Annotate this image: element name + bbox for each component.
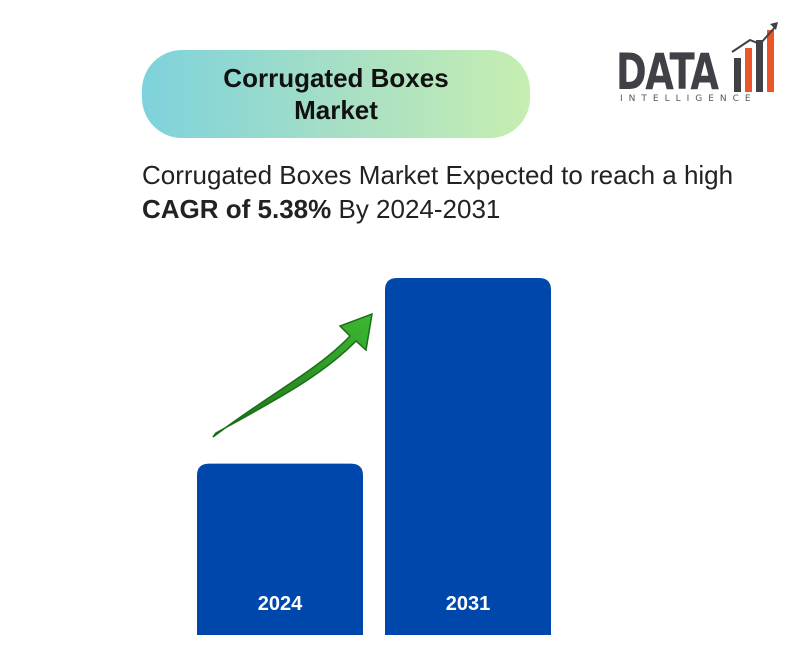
subtitle: Corrugated Boxes Market Expected to reac… xyxy=(142,158,742,226)
bar-2031 xyxy=(385,278,551,635)
cagr-highlight: CAGR of 5.38% xyxy=(142,194,332,224)
title-banner: Corrugated Boxes Market xyxy=(142,50,530,138)
logo-tagline: INTELLIGENCE xyxy=(620,94,757,104)
page-title: Corrugated Boxes Market xyxy=(223,63,449,125)
logo-wordmark: DATA xyxy=(616,43,719,101)
bar-label-2031: 2031 xyxy=(446,593,491,615)
growth-arrow-icon xyxy=(212,312,373,438)
subtitle-suffix: By 2024-2031 xyxy=(331,194,501,224)
logo-bars-icon xyxy=(731,22,778,92)
brand-logo: DATA INTELLIGENCE xyxy=(612,18,782,110)
bar-label-2024: 2024 xyxy=(258,593,303,615)
bar-2024 xyxy=(197,463,363,635)
subtitle-prefix: Corrugated Boxes Market Expected to reac… xyxy=(142,160,734,190)
